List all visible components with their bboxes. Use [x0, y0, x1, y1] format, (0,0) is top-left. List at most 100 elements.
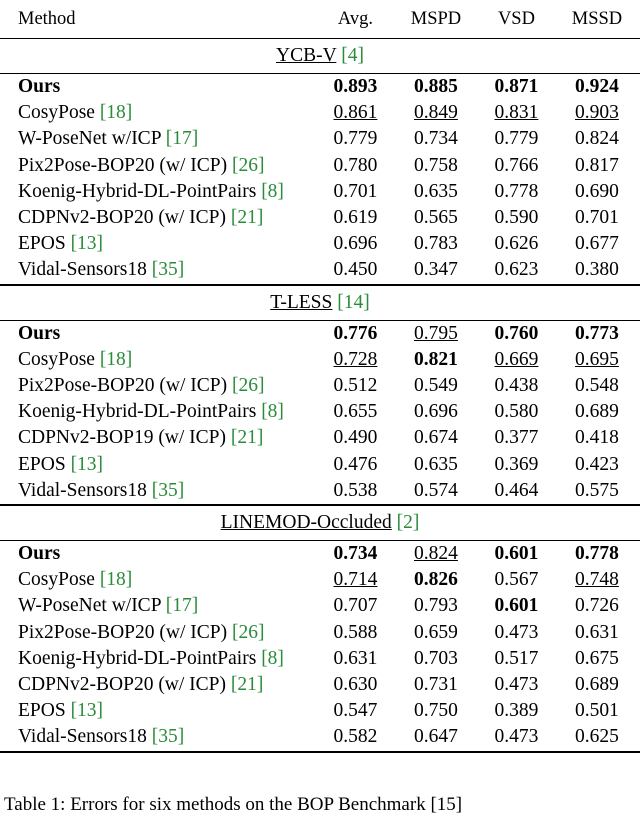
- mssd-value: 0.817: [575, 154, 619, 176]
- citation-link[interactable]: [8]: [261, 647, 284, 669]
- mspd-cell: 0.750: [393, 698, 479, 724]
- vsd-cell: 0.473: [478, 724, 554, 753]
- avg-value: 0.728: [333, 348, 378, 370]
- mssd-value: 0.924: [575, 76, 619, 97]
- avg-cell: 0.630: [318, 672, 393, 698]
- citation-link[interactable]: [18]: [99, 569, 133, 591]
- vsd-cell: 0.389: [479, 698, 554, 724]
- method-name: CosyPose: [18, 569, 100, 591]
- vsd-value: 0.601: [494, 595, 539, 617]
- method-name: Koenig-Hybrid-DL-PointPairs: [18, 401, 262, 423]
- citation-link[interactable]: [8]: [261, 180, 284, 202]
- avg-value: 0.538: [333, 479, 378, 501]
- mspd-value: 0.821: [414, 348, 458, 370]
- avg-value: 0.631: [333, 647, 378, 669]
- avg-cell: 0.512: [318, 373, 393, 399]
- mssd-cell: 0.631: [554, 620, 640, 646]
- avg-value: 0.588: [333, 621, 378, 643]
- vsd-cell: 0.567: [479, 567, 554, 593]
- mssd-cell: 0.423: [554, 452, 640, 478]
- mssd-column-header: MSSD: [553, 0, 640, 39]
- mssd-cell: 0.748: [554, 567, 640, 593]
- citation-link[interactable]: [21]: [230, 427, 264, 449]
- mssd-value: 0.824: [575, 128, 619, 150]
- avg-cell: 0.701: [318, 179, 393, 205]
- mspd-cell: 0.635: [393, 452, 479, 478]
- method-cell: Pix2Pose-BOP20 (w/ ICP) [26]: [0, 373, 318, 399]
- mspd-value: 0.750: [414, 700, 458, 722]
- table-row: EPOS [13] 0.547 0.750 0.389 0.501: [0, 698, 640, 724]
- mssd-value: 0.675: [575, 647, 619, 669]
- mssd-cell: 0.418: [554, 425, 640, 451]
- method-name: Vidal-Sensors18: [18, 726, 152, 748]
- vsd-value: 0.517: [494, 647, 539, 669]
- mssd-value: 0.689: [575, 674, 619, 696]
- citation-link[interactable]: [35]: [151, 726, 185, 748]
- mspd-cell: 0.574: [393, 478, 479, 505]
- method-cell: EPOS [13]: [0, 452, 318, 478]
- method-name: Vidal-Sensors18: [18, 259, 152, 281]
- citation-link[interactable]: [26]: [232, 375, 265, 397]
- section-header-row: LINEMOD-Occluded [2]: [0, 504, 640, 542]
- section-citation-link[interactable]: [14]: [337, 291, 370, 313]
- citation-link[interactable]: [35]: [151, 479, 185, 501]
- avg-value: 0.776: [333, 322, 378, 344]
- avg-value: 0.696: [333, 233, 378, 255]
- citation-link[interactable]: [17]: [165, 595, 199, 617]
- citation-link[interactable]: [18]: [99, 348, 133, 370]
- mssd-cell: 0.773: [553, 319, 640, 347]
- vsd-value: 0.369: [494, 453, 539, 475]
- mssd-cell: 0.501: [554, 698, 640, 724]
- citation-link[interactable]: [21]: [230, 674, 264, 696]
- citation-link[interactable]: [8]: [261, 401, 284, 423]
- avg-cell: 0.893: [318, 73, 393, 101]
- table-row: CosyPose [18] 0.728 0.821 0.669 0.695: [0, 347, 640, 373]
- mspd-column-header: MSPD: [392, 0, 479, 39]
- mspd-cell: 0.659: [393, 620, 479, 646]
- mspd-value: 0.849: [414, 102, 458, 124]
- vsd-cell: 0.626: [479, 231, 554, 257]
- mssd-value: 0.501: [575, 700, 619, 722]
- mspd-value: 0.659: [414, 621, 458, 643]
- method-name: W-PoseNet w/ICP: [18, 128, 166, 150]
- citation-link[interactable]: [26]: [232, 154, 265, 176]
- mssd-cell: 0.817: [554, 153, 640, 179]
- method-name: EPOS: [18, 700, 71, 722]
- avg-cell: 0.714: [318, 567, 393, 593]
- citation-link[interactable]: [18]: [99, 102, 133, 124]
- citation-link[interactable]: [13]: [70, 453, 104, 475]
- avg-cell: 0.861: [318, 100, 393, 126]
- method-cell: CosyPose [18]: [0, 347, 318, 373]
- vsd-value: 0.831: [494, 102, 539, 124]
- table-row: CDPNv2-BOP19 (w/ ICP) [21] 0.490 0.674 0.37…: [0, 425, 640, 451]
- avg-cell: 0.779: [318, 126, 393, 152]
- citation-link[interactable]: [21]: [230, 207, 264, 229]
- section-citation-link[interactable]: [4]: [341, 45, 364, 66]
- vsd-value: 0.377: [494, 427, 539, 449]
- mspd-value: 0.549: [414, 375, 458, 397]
- method-cell: CosyPose [18]: [0, 567, 318, 593]
- citation-link[interactable]: [26]: [232, 621, 265, 643]
- mspd-cell: 0.826: [393, 567, 479, 593]
- method-name: CosyPose: [18, 102, 100, 124]
- citation-link[interactable]: [17]: [165, 128, 199, 150]
- header-row: Method Avg. MSPD VSD MSSD: [0, 0, 640, 39]
- table-row: CDPNv2-BOP20 (w/ ICP) [21] 0.619 0.565 0.59…: [0, 205, 640, 231]
- table-row: Pix2Pose-BOP20 (w/ ICP) [26] 0.780 0.758 0.…: [0, 153, 640, 179]
- section-citation-link[interactable]: [2]: [396, 512, 420, 534]
- citation-link[interactable]: [13]: [70, 700, 104, 722]
- mspd-value: 0.574: [414, 479, 458, 501]
- citation-link[interactable]: [13]: [70, 233, 104, 255]
- avg-value: 0.582: [333, 726, 378, 748]
- avg-value: 0.476: [333, 453, 378, 475]
- mssd-value: 0.575: [575, 479, 619, 501]
- section-title: LINEMOD-Occluded: [220, 512, 392, 534]
- vsd-value: 0.779: [494, 128, 539, 150]
- table-row: CosyPose [18] 0.714 0.826 0.567 0.748: [0, 567, 640, 593]
- method-name: Ours: [18, 322, 61, 344]
- mssd-cell: 0.677: [554, 231, 640, 257]
- mspd-cell: 0.347: [393, 257, 479, 284]
- mspd-cell: 0.849: [393, 100, 479, 126]
- mssd-cell: 0.903: [554, 100, 640, 126]
- citation-link[interactable]: [35]: [151, 259, 185, 281]
